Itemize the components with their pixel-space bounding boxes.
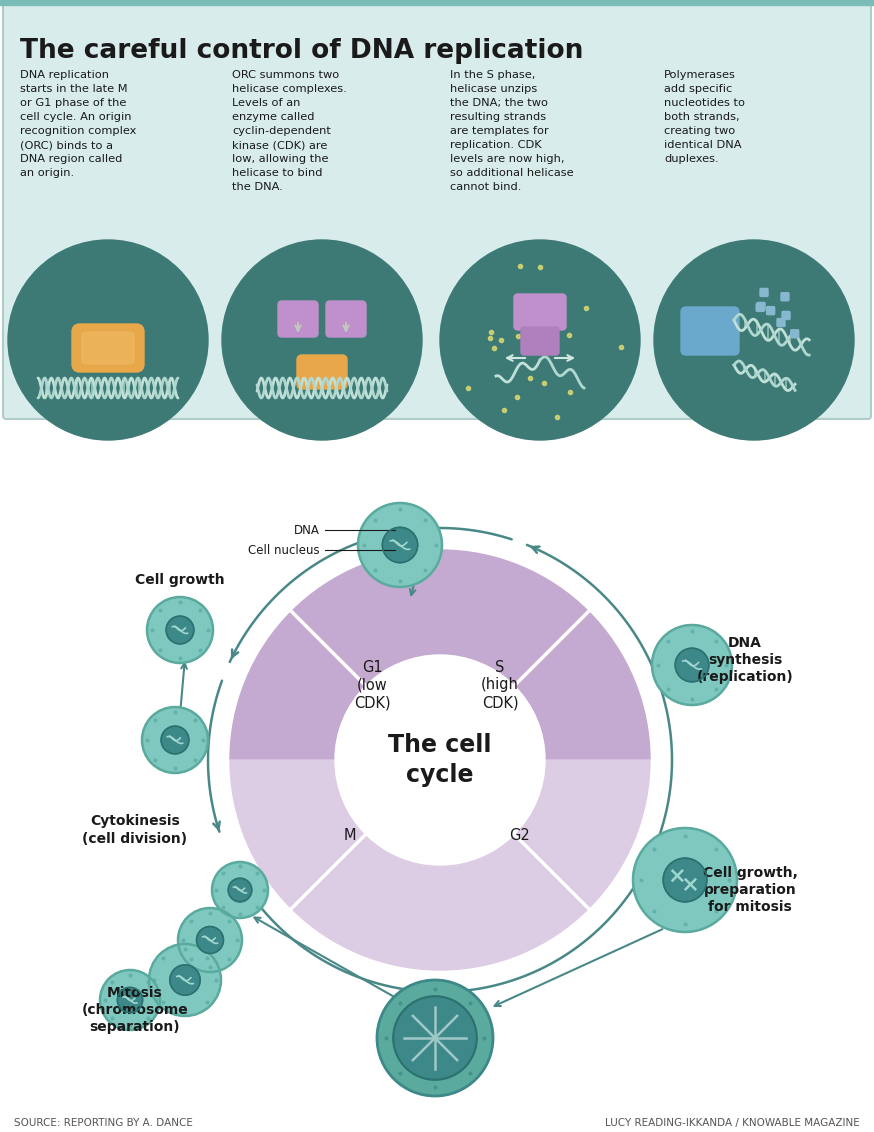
FancyBboxPatch shape [766, 307, 774, 315]
Circle shape [197, 927, 224, 953]
Circle shape [222, 240, 422, 440]
Circle shape [335, 655, 545, 865]
Circle shape [178, 908, 242, 972]
Circle shape [212, 861, 268, 918]
Text: Cell growth: Cell growth [135, 573, 225, 588]
FancyBboxPatch shape [791, 329, 799, 337]
Circle shape [149, 944, 221, 1017]
Circle shape [8, 240, 208, 440]
FancyBboxPatch shape [782, 311, 790, 319]
Circle shape [100, 970, 160, 1030]
FancyBboxPatch shape [681, 307, 739, 355]
FancyBboxPatch shape [777, 318, 785, 326]
FancyBboxPatch shape [781, 293, 789, 301]
Circle shape [161, 726, 189, 754]
Circle shape [652, 625, 732, 705]
Text: Cell nucleus: Cell nucleus [248, 543, 320, 557]
Text: S
(high
CDK): S (high CDK) [481, 660, 519, 711]
Wedge shape [230, 760, 440, 970]
Text: Polymerases
add specific
nucleotides to
both strands,
creating two
identical DNA: Polymerases add specific nucleotides to … [664, 70, 745, 164]
Circle shape [440, 240, 640, 440]
Circle shape [633, 827, 737, 932]
Wedge shape [440, 760, 650, 970]
Wedge shape [440, 550, 650, 760]
FancyBboxPatch shape [756, 303, 764, 311]
FancyBboxPatch shape [82, 332, 134, 365]
FancyBboxPatch shape [297, 355, 347, 389]
Text: G2: G2 [510, 827, 531, 842]
Text: ORC summons two
helicase complexes.
Levels of an
enzyme called
cyclin-dependent
: ORC summons two helicase complexes. Leve… [232, 70, 347, 192]
Text: DNA replication
starts in the late M
or G1 phase of the
cell cycle. An origin
re: DNA replication starts in the late M or … [20, 70, 136, 178]
Circle shape [117, 987, 142, 1013]
FancyBboxPatch shape [521, 327, 559, 355]
Circle shape [676, 649, 709, 681]
FancyBboxPatch shape [3, 3, 871, 419]
Circle shape [170, 964, 200, 995]
Text: Cell growth,
preparation
for mitosis: Cell growth, preparation for mitosis [703, 866, 797, 915]
FancyBboxPatch shape [326, 301, 366, 337]
Text: G1
(low
CDK): G1 (low CDK) [354, 660, 391, 711]
Text: M: M [343, 827, 357, 842]
FancyBboxPatch shape [278, 301, 318, 337]
FancyBboxPatch shape [514, 294, 566, 331]
Circle shape [358, 503, 442, 588]
FancyBboxPatch shape [760, 289, 768, 297]
Wedge shape [230, 550, 440, 760]
Circle shape [663, 858, 707, 902]
Text: Cytokinesis
(cell division): Cytokinesis (cell division) [82, 814, 188, 846]
Text: The careful control of DNA replication: The careful control of DNA replication [20, 38, 583, 65]
FancyBboxPatch shape [72, 324, 144, 372]
Bar [0, 0, 874, 5]
Text: LUCY READING-IKKANDA / KNOWABLE MAGAZINE: LUCY READING-IKKANDA / KNOWABLE MAGAZINE [606, 1118, 860, 1127]
Text: DNA
synthesis
(replication): DNA synthesis (replication) [697, 636, 794, 685]
Text: DNA: DNA [295, 523, 320, 537]
Text: In the S phase,
helicase unzips
the DNA; the two
resulting strands
are templates: In the S phase, helicase unzips the DNA;… [450, 70, 573, 192]
Text: The cell
cycle: The cell cycle [388, 734, 492, 787]
Circle shape [654, 240, 854, 440]
Circle shape [142, 708, 208, 773]
Circle shape [166, 616, 194, 644]
Circle shape [393, 996, 476, 1080]
Text: SOURCE: REPORTING BY A. DANCE: SOURCE: REPORTING BY A. DANCE [14, 1118, 193, 1127]
Circle shape [377, 980, 493, 1096]
Circle shape [147, 597, 213, 663]
Text: Mitosis
(chromosome
separation): Mitosis (chromosome separation) [81, 986, 189, 1035]
FancyBboxPatch shape [757, 302, 765, 310]
Circle shape [228, 878, 252, 902]
Circle shape [382, 528, 418, 563]
